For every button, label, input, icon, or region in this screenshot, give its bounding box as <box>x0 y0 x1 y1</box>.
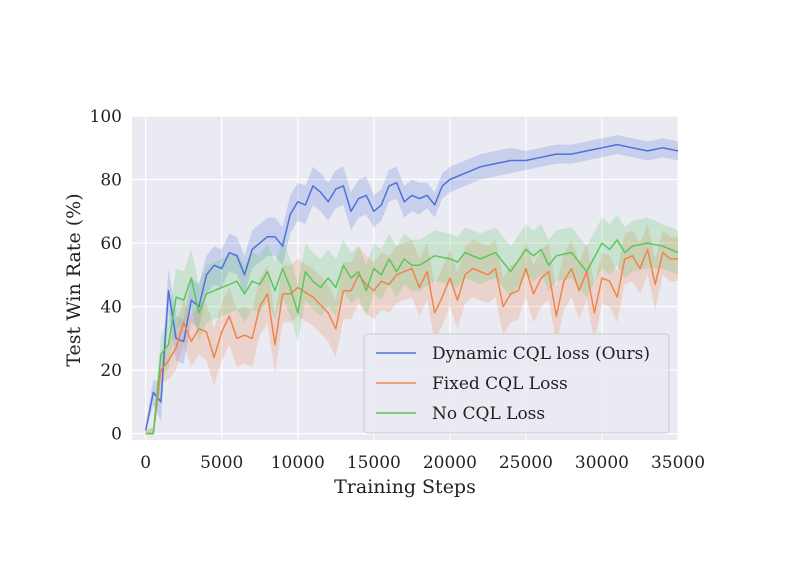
x-axis-label: Training Steps <box>334 476 476 498</box>
y-tick-label: 0 <box>111 425 122 445</box>
legend-box <box>363 333 670 434</box>
x-axis-ticks: 0 5000 10000 15000 20000 25000 30000 35000 <box>140 453 705 473</box>
y-axis-label: Test Win Rate (%) <box>63 193 85 366</box>
legend-label-dynamic-cql: Dynamic CQL loss (Ours) <box>432 344 650 364</box>
series-lines <box>144 143 679 435</box>
x-tick-label: 15000 <box>347 453 401 473</box>
x-tick-label: 10000 <box>271 453 325 473</box>
band-no-cql <box>145 214 678 434</box>
y-tick-label: 40 <box>100 298 122 318</box>
x-tick-label: 5000 <box>200 453 243 473</box>
band-fixed-cql <box>145 224 678 434</box>
legend: Dynamic CQL loss (Ours) Fixed CQL Loss N… <box>363 333 670 434</box>
x-tick-label: 0 <box>140 453 151 473</box>
line-fixed-cql <box>145 248 678 435</box>
x-tick-label: 30000 <box>575 453 629 473</box>
line-no-cql <box>145 239 679 435</box>
x-tick-label: 20000 <box>423 453 477 473</box>
legend-label-no-cql: No CQL Loss <box>432 404 545 424</box>
x-tick-label: 25000 <box>499 453 553 473</box>
y-tick-label: 60 <box>100 234 122 254</box>
y-tick-label: 100 <box>90 107 122 127</box>
y-tick-label: 80 <box>100 171 122 191</box>
x-tick-label: 35000 <box>651 453 705 473</box>
y-tick-label: 20 <box>100 361 122 381</box>
y-axis-ticks: 0 20 40 60 80 100 <box>90 107 122 445</box>
legend-label-fixed-cql: Fixed CQL Loss <box>432 374 568 394</box>
line-dynamic-cql <box>144 143 679 431</box>
